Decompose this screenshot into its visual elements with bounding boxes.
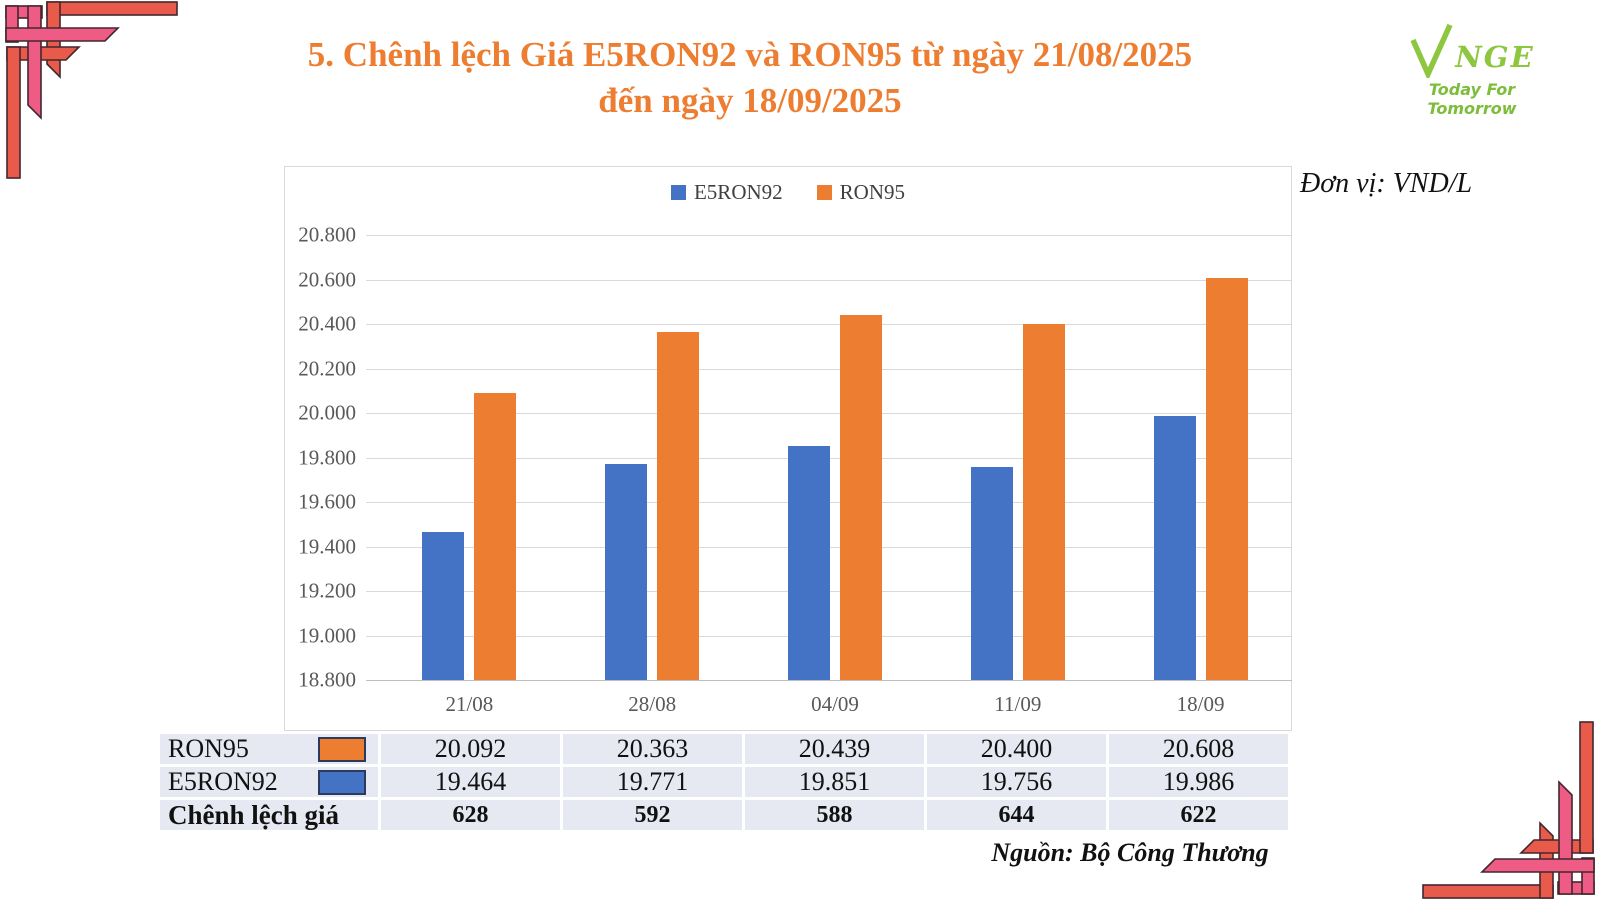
table-cell: 20.439 — [745, 734, 924, 764]
legend-label: RON95 — [839, 180, 905, 204]
page-title-line1: 5. Chênh lệch Giá E5RON92 và RON95 từ ng… — [307, 35, 1193, 74]
table-row-label-text: RON95 — [168, 734, 249, 763]
legend-label: E5RON92 — [693, 180, 783, 204]
y-axis-labels: 20.800 20.600 20.400 20.200 20.000 19.800 19.6… — [262, 223, 356, 692]
bar-e5ron92 — [788, 446, 830, 680]
page-title-line2: đến ngày 18/09/2025 — [598, 81, 902, 121]
table-row-label: Chênh lệch giá — [160, 800, 378, 830]
table-cell: 592 — [563, 800, 742, 830]
bar-e5ron92 — [970, 467, 1013, 680]
company-logo: NGE Today For Tomorrow — [1382, 22, 1562, 118]
corner-ornament-icon — [1422, 721, 1595, 899]
table-cell: 20.400 — [927, 734, 1106, 764]
table-cell: 644 — [927, 800, 1106, 830]
y-axis-tick-label: 20.400 — [298, 311, 356, 336]
gridline — [366, 413, 1292, 414]
table-cell: 20.608 — [1109, 734, 1288, 764]
legend-swatch-icon — [816, 185, 832, 200]
logo-checkmark-icon — [1410, 23, 1453, 78]
y-axis-tick-label: 20.800 — [298, 222, 356, 247]
gridline — [366, 324, 1292, 325]
bar-e5ron92 — [605, 463, 648, 680]
bar-ron95 — [1022, 324, 1065, 680]
table-cell: 20.363 — [563, 734, 742, 764]
table-cell: 19.851 — [745, 767, 924, 797]
x-axis-tick-label: 28/08 — [628, 692, 677, 716]
x-axis-tick-label: 11/09 — [994, 692, 1042, 716]
legend-swatch-icon — [670, 185, 686, 200]
y-axis-tick-label: 19.800 — [298, 445, 356, 469]
table-row-label: RON95 — [160, 734, 378, 764]
table-cell: 622 — [1109, 800, 1288, 830]
x-axis-tick-label: 04/09 — [811, 692, 859, 716]
logo-brand-text: NGE — [1455, 40, 1535, 74]
gridline — [366, 235, 1292, 236]
x-axis-tick-label: 18/09 — [1176, 692, 1225, 716]
y-axis-tick-label: 20.200 — [298, 356, 356, 380]
y-axis-tick-label: 19.400 — [298, 534, 356, 558]
corner-ornament-icon — [5, 1, 178, 179]
y-axis-tick-label: 19.200 — [298, 578, 356, 603]
table-cell: 588 — [745, 800, 924, 830]
chart-legend: E5RON92 RON95 — [284, 180, 1292, 205]
chart-plot-area — [378, 235, 1292, 680]
table-cell: 19.986 — [1109, 767, 1288, 797]
bar-e5ron92 — [422, 532, 465, 680]
bar-ron95 — [840, 315, 882, 680]
x-axis-tick-label: 21/08 — [445, 692, 494, 716]
data-table: RON95 20.092 20.363 20.439 20.400 20.608 E5RON… — [160, 734, 1288, 830]
legend-item-ron95: RON95 — [816, 180, 905, 205]
table-cell: 19.771 — [563, 767, 742, 797]
bar-ron95 — [1205, 277, 1248, 680]
table-series-swatch-icon — [318, 769, 366, 795]
unit-label: Đơn vị: VND/L — [1300, 168, 1473, 199]
table-cell: 20.092 — [381, 734, 560, 764]
gridline — [366, 368, 1292, 370]
x-axis-labels: 21/08 28/08 04/09 11/09 18/09 — [378, 692, 1292, 720]
table-row-label-text: Chênh lệch giá — [168, 799, 340, 830]
bar-e5ron92 — [1153, 416, 1196, 680]
y-axis-tick-label: 19.600 — [298, 489, 356, 514]
bar-ron95 — [474, 392, 517, 680]
y-axis-tick-label: 20.600 — [298, 267, 356, 291]
y-axis-tick-label: 18.800 — [298, 667, 356, 692]
source-label: Nguồn: Bộ Công Thương — [991, 838, 1269, 867]
y-axis-tick-label: 20.000 — [298, 400, 356, 425]
table-series-swatch-icon — [318, 736, 366, 762]
gridline — [366, 279, 1292, 281]
table-cell: 19.756 — [927, 767, 1106, 797]
logo-tagline: Today For Tomorrow — [1427, 80, 1517, 118]
gridline — [366, 680, 1292, 681]
table-cell: 628 — [381, 800, 560, 830]
bar-ron95 — [657, 332, 700, 680]
table-row-label-text: E5RON92 — [168, 767, 278, 796]
page-title: 5. Chênh lệch Giá E5RON92 và RON95 từ ng… — [250, 32, 1250, 124]
table-cell: 19.464 — [381, 767, 560, 797]
table-row-label: E5RON92 — [160, 767, 378, 797]
legend-item-e5ron92: E5RON92 — [670, 180, 783, 205]
y-axis-tick-label: 19.000 — [298, 623, 356, 647]
